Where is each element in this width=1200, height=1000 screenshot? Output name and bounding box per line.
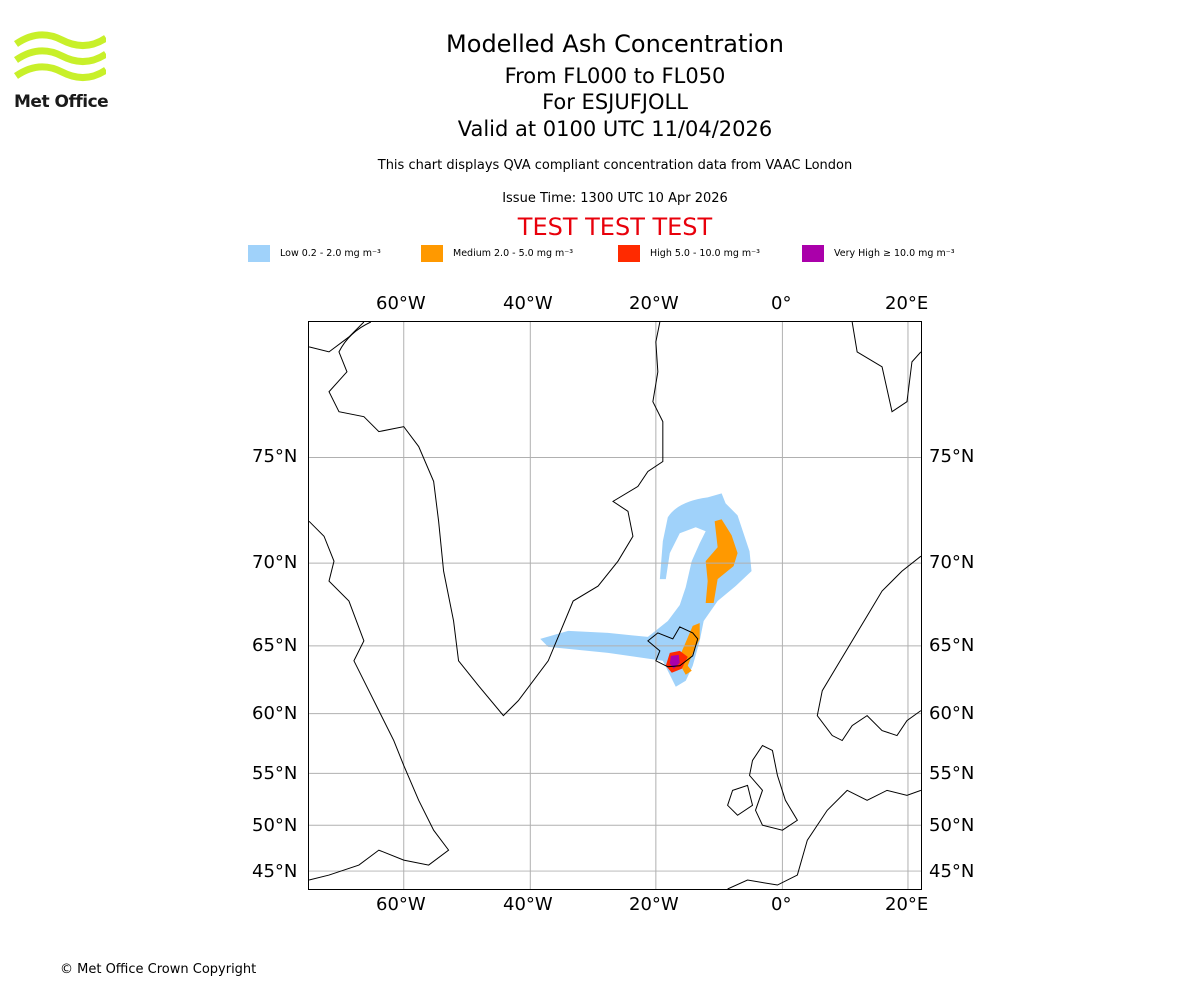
ireland-coast — [727, 784, 754, 816]
lat-label-left: 50°N — [252, 815, 298, 836]
legend-label: Medium 2.0 - 5.0 mg m⁻³ — [453, 247, 574, 259]
test-banner: TEST TEST TEST — [517, 213, 713, 241]
legend-swatch-high — [618, 244, 640, 262]
lat-label-left: 65°N — [252, 635, 298, 656]
lat-label-right: 55°N — [929, 763, 975, 784]
legend-swatch-low — [248, 244, 270, 262]
lon-label-bottom: 60°W — [376, 894, 426, 915]
legend-medium: Medium 2.0 - 5.0 mg m⁻³ — [421, 244, 573, 262]
coastlines — [309, 322, 921, 889]
lat-label-right: 70°N — [929, 552, 975, 573]
iceland-coast — [647, 626, 699, 668]
ash-map[interactable] — [308, 321, 922, 890]
graticule — [309, 322, 921, 889]
lon-label-bottom: 40°W — [503, 894, 553, 915]
lat-label-left: 60°N — [252, 703, 298, 724]
legend-swatch-medium — [421, 244, 443, 262]
legend-swatch-very-high — [802, 244, 824, 262]
volcano-name: For ESJUFJOLL — [542, 90, 688, 114]
chart-title: Modelled Ash Concentration — [446, 30, 784, 58]
lat-label-right: 60°N — [929, 703, 975, 724]
ash-medium-area — [677, 519, 738, 675]
lon-label-top: 60°W — [376, 293, 426, 314]
scandinavia-coast — [816, 555, 921, 742]
lat-label-right: 75°N — [929, 446, 975, 467]
lon-label-top: 20°E — [885, 293, 929, 314]
lat-label-left: 55°N — [252, 763, 298, 784]
lon-label-top: 20°W — [629, 293, 679, 314]
subtitle: This chart displays QVA compliant concen… — [377, 158, 853, 173]
legend-low: Low 0.2 - 2.0 mg m⁻³ — [248, 244, 381, 262]
lon-label-top: 0° — [771, 293, 792, 314]
lat-label-right: 65°N — [929, 635, 975, 656]
valid-time: Valid at 0100 UTC 11/04/2026 — [457, 117, 773, 141]
britain-coast — [748, 744, 799, 831]
lat-label-left: 70°N — [252, 552, 298, 573]
ash-very-high-area — [669, 654, 680, 669]
legend-label: Very High ≥ 10.0 mg m⁻³ — [834, 247, 955, 259]
lat-label-right: 50°N — [929, 815, 975, 836]
lon-label-top: 40°W — [503, 293, 553, 314]
lon-label-bottom: 0° — [771, 894, 792, 915]
europe-coast — [727, 789, 921, 889]
flight-levels: From FL000 to FL050 — [504, 64, 726, 88]
lat-label-left: 45°N — [252, 861, 298, 882]
legend-very-high: Very High ≥ 10.0 mg m⁻³ — [802, 244, 955, 262]
legend-high: High 5.0 - 10.0 mg m⁻³ — [618, 244, 760, 262]
lon-label-bottom: 20°W — [629, 894, 679, 915]
greenland-coast — [328, 322, 664, 717]
legend-label: High 5.0 - 10.0 mg m⁻³ — [650, 247, 760, 259]
lon-label-bottom: 20°E — [885, 894, 929, 915]
lat-label-left: 75°N — [252, 446, 298, 467]
ellesmere-coast — [309, 322, 365, 353]
met-office-logo-icon — [14, 31, 106, 81]
ash-plume — [540, 493, 752, 687]
canada-coast — [309, 520, 450, 881]
issue-time: Issue Time: 1300 UTC 10 Apr 2026 — [502, 191, 728, 206]
svalbard-coast — [851, 322, 921, 413]
met-office-logo-text: Met Office — [14, 92, 109, 112]
legend-label: Low 0.2 - 2.0 mg m⁻³ — [280, 247, 381, 259]
lat-label-right: 45°N — [929, 861, 975, 882]
copyright: © Met Office Crown Copyright — [60, 962, 257, 977]
